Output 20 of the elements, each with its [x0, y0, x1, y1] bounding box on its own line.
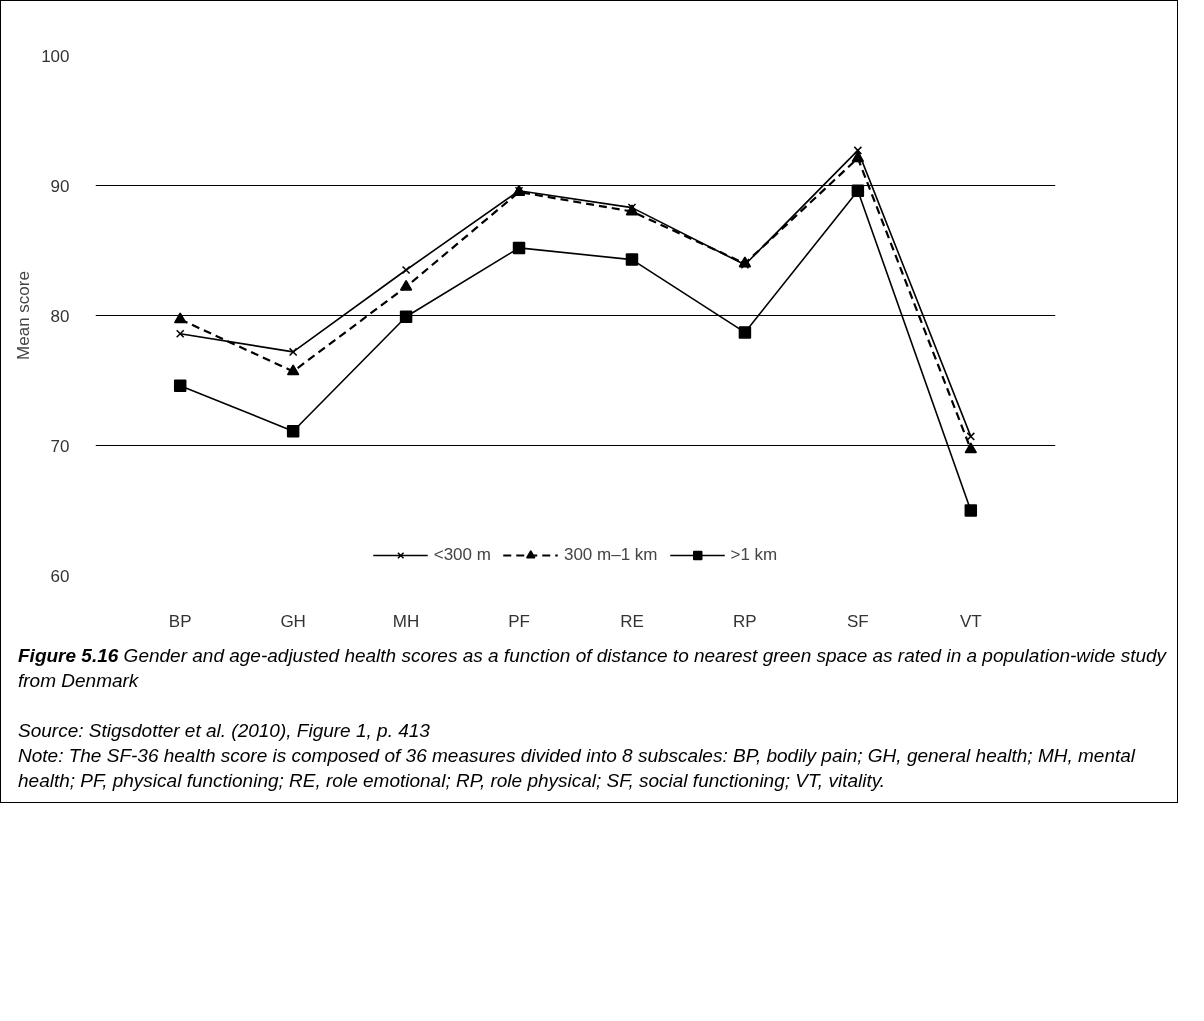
x-tick-label: MH	[392, 611, 420, 631]
x-tick-label: PF	[508, 611, 530, 631]
text: Figure 5.16	[18, 645, 119, 666]
x-tick-label: BP	[168, 611, 192, 631]
y-tick-label: 80	[50, 306, 70, 326]
source-note: Source: Stigsdotter et al. (2010), Figure 1, p. 413	[18, 720, 430, 742]
x-tick-label: GH	[280, 611, 306, 631]
y-tick-label: 60	[50, 566, 70, 586]
y-tick-label: 90	[50, 176, 70, 196]
legend-label: 300 m–1 km	[563, 545, 658, 565]
legend-label: >1 km	[730, 545, 778, 565]
x-tick-label: VT	[959, 611, 982, 631]
x-tick-label: RE	[620, 611, 644, 631]
text: Note: The SF-36 health score is composed of 36 measures divided into 8 subscales: BP, bodily pain; GH, general health; MH, mental health; PF, physical functioning; RE, role emotional; RP, role physical; SF, social functioning; VT, vitality.	[18, 745, 1136, 791]
x-tick-label: SF	[846, 611, 869, 631]
x-tick-label: RP	[733, 611, 757, 631]
y-axis-title: Mean score	[14, 271, 34, 360]
y-tick-label: 100	[41, 46, 70, 66]
y-tick-label: 70	[50, 436, 70, 456]
legend-label: <300 m	[433, 545, 491, 565]
